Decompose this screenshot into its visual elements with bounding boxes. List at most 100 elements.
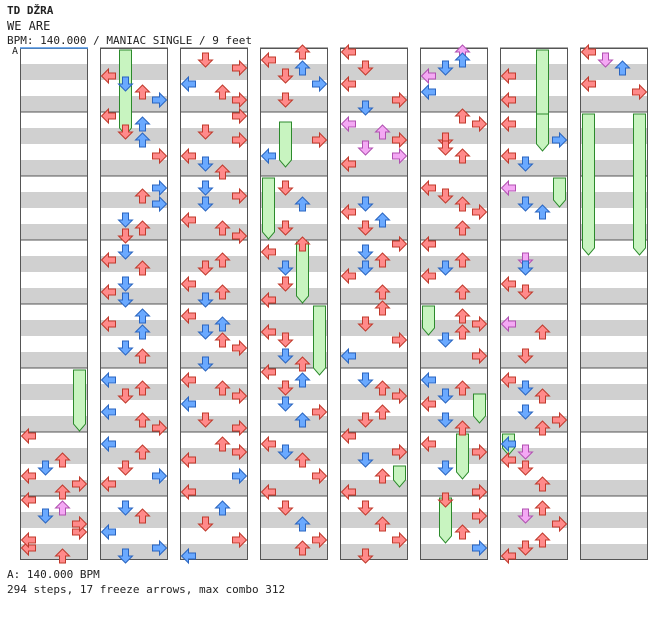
step-arrow	[232, 419, 248, 437]
beat-stripe	[100, 288, 168, 296]
beat-stripe	[260, 320, 328, 328]
beat-stripe	[260, 520, 328, 528]
beat-stripe	[500, 480, 568, 488]
step-arrow	[214, 316, 231, 332]
step-arrow	[232, 339, 248, 357]
beat-stripe	[20, 192, 88, 200]
beat-stripe	[420, 512, 488, 520]
step-arrow	[152, 91, 168, 109]
step-arrow	[117, 124, 134, 140]
beat-stripe	[20, 136, 88, 144]
beat-stripe	[340, 96, 408, 104]
beat-stripe	[340, 544, 408, 552]
beat-stripe	[420, 352, 488, 360]
step-arrow	[374, 300, 391, 316]
step-arrow	[454, 196, 471, 212]
step-arrow	[580, 75, 596, 93]
step-arrow	[392, 91, 408, 109]
beat-stripe	[100, 456, 168, 464]
beat-stripe	[500, 424, 568, 432]
step-arrow	[117, 460, 134, 476]
beat-stripe	[100, 384, 168, 392]
step-arrow	[420, 395, 436, 413]
freeze-arrow	[473, 393, 486, 424]
beat-stripe	[260, 296, 328, 304]
beat-stripe	[260, 224, 328, 232]
beat-stripe	[340, 192, 408, 200]
step-arrow	[214, 284, 231, 300]
beat-stripe	[180, 352, 248, 360]
step-arrow	[20, 427, 36, 445]
beat-stripe	[420, 360, 488, 368]
step-arrow	[500, 115, 516, 133]
beat-stripe	[100, 512, 168, 520]
step-arrow	[277, 348, 294, 364]
beat-stripe	[100, 360, 168, 368]
step-arrow	[117, 244, 134, 260]
beat-stripe	[500, 456, 568, 464]
step-arrow	[340, 427, 356, 445]
step-arrow	[500, 179, 516, 197]
beat-stripe	[340, 64, 408, 72]
beat-stripe	[420, 264, 488, 272]
beat-stripe	[180, 256, 248, 264]
beat-stripe	[260, 544, 328, 552]
step-arrow	[534, 204, 551, 220]
step-arrow	[100, 435, 116, 453]
beat-stripe	[340, 384, 408, 392]
beat-stripe	[100, 480, 168, 488]
beat-stripe	[20, 512, 88, 520]
step-arrow	[100, 315, 116, 333]
beat-stripe	[420, 232, 488, 240]
step-arrow	[134, 188, 151, 204]
beat-stripe	[260, 168, 328, 176]
step-arrow	[552, 131, 568, 149]
step-arrow	[437, 60, 454, 76]
beat-stripe	[100, 424, 168, 432]
beat-stripe	[100, 168, 168, 176]
step-arrow	[454, 252, 471, 268]
step-arrow	[20, 531, 36, 549]
step-arrow	[534, 532, 551, 548]
step-arrow	[472, 443, 488, 461]
step-arrow	[552, 411, 568, 429]
freeze-arrow	[393, 465, 406, 488]
step-arrow	[517, 348, 534, 364]
step-arrow	[197, 356, 214, 372]
step-arrow	[552, 515, 568, 533]
step-arrow	[374, 516, 391, 532]
beat-stripe	[500, 256, 568, 264]
beat-stripe	[260, 360, 328, 368]
step-arrow	[197, 52, 214, 68]
step-arrow	[437, 460, 454, 476]
step-arrow	[294, 516, 311, 532]
beat-stripe	[340, 232, 408, 240]
step-arrow	[214, 332, 231, 348]
beat-stripe	[100, 264, 168, 272]
step-arrow	[374, 124, 391, 140]
step-arrow	[294, 236, 311, 252]
column-border	[500, 48, 568, 560]
step-arrow	[72, 475, 88, 493]
step-arrow	[340, 203, 356, 221]
step-arrow	[500, 371, 516, 389]
beat-stripe	[580, 480, 648, 488]
step-arrow	[180, 451, 196, 469]
beat-stripe	[500, 104, 568, 112]
step-arrow	[294, 356, 311, 372]
beat-stripe	[260, 416, 328, 424]
beat-stripe	[580, 384, 648, 392]
beat-stripe	[100, 232, 168, 240]
beat-stripe	[500, 384, 568, 392]
beat-stripe	[180, 320, 248, 328]
step-arrow	[374, 212, 391, 228]
beat-stripe	[180, 136, 248, 144]
beat-stripe	[500, 520, 568, 528]
beat-stripe	[500, 552, 568, 560]
beat-stripe	[180, 264, 248, 272]
freeze-arrow	[553, 177, 566, 208]
beat-stripe	[20, 448, 88, 456]
beat-stripe	[180, 544, 248, 552]
bpm-marker: A	[12, 46, 19, 57]
beat-stripe	[500, 544, 568, 552]
